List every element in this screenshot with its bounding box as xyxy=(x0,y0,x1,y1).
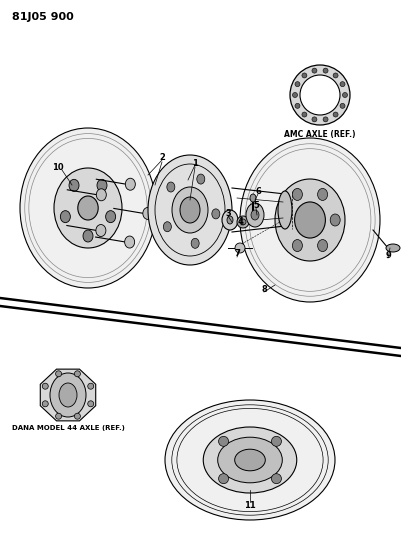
Circle shape xyxy=(42,383,48,389)
Ellipse shape xyxy=(219,474,229,483)
Ellipse shape xyxy=(126,178,135,190)
Circle shape xyxy=(340,103,345,108)
Circle shape xyxy=(290,65,350,125)
Ellipse shape xyxy=(96,189,106,201)
Ellipse shape xyxy=(20,128,156,288)
Circle shape xyxy=(56,371,62,377)
Text: 4: 4 xyxy=(238,217,244,227)
Ellipse shape xyxy=(218,437,282,483)
Ellipse shape xyxy=(292,239,302,252)
Ellipse shape xyxy=(96,224,106,237)
Circle shape xyxy=(240,219,246,225)
Ellipse shape xyxy=(386,244,400,252)
Text: 2: 2 xyxy=(159,154,165,163)
Text: 5: 5 xyxy=(253,200,259,209)
Circle shape xyxy=(333,73,338,78)
Ellipse shape xyxy=(143,207,153,220)
Ellipse shape xyxy=(203,427,297,493)
Ellipse shape xyxy=(227,216,233,224)
Ellipse shape xyxy=(278,191,292,229)
Circle shape xyxy=(333,112,338,117)
Ellipse shape xyxy=(250,194,256,202)
Circle shape xyxy=(340,82,345,87)
Ellipse shape xyxy=(295,202,325,238)
Text: 1: 1 xyxy=(192,158,198,167)
Ellipse shape xyxy=(292,189,302,200)
Circle shape xyxy=(292,93,298,98)
Ellipse shape xyxy=(330,214,340,226)
Ellipse shape xyxy=(78,196,98,220)
Circle shape xyxy=(323,68,328,73)
Ellipse shape xyxy=(54,168,122,248)
Ellipse shape xyxy=(69,179,79,191)
Circle shape xyxy=(56,413,62,419)
Circle shape xyxy=(42,401,48,407)
Text: AMC AXLE (REF.): AMC AXLE (REF.) xyxy=(284,130,356,139)
Circle shape xyxy=(312,68,317,73)
Circle shape xyxy=(342,93,348,98)
Ellipse shape xyxy=(163,222,171,232)
Polygon shape xyxy=(40,369,96,421)
Circle shape xyxy=(75,371,81,377)
Ellipse shape xyxy=(105,211,115,223)
Text: 81J05 900: 81J05 900 xyxy=(12,12,74,22)
Ellipse shape xyxy=(271,437,282,446)
Ellipse shape xyxy=(280,214,290,226)
Circle shape xyxy=(302,73,307,78)
Ellipse shape xyxy=(61,211,70,223)
Ellipse shape xyxy=(212,209,220,219)
Ellipse shape xyxy=(167,182,175,192)
Circle shape xyxy=(235,243,245,253)
Ellipse shape xyxy=(222,210,238,230)
Ellipse shape xyxy=(318,189,328,200)
Circle shape xyxy=(323,117,328,122)
Ellipse shape xyxy=(240,138,380,302)
Ellipse shape xyxy=(235,449,265,471)
Ellipse shape xyxy=(97,179,107,191)
Ellipse shape xyxy=(172,187,208,233)
Circle shape xyxy=(295,103,300,108)
Text: 7: 7 xyxy=(234,248,240,257)
Circle shape xyxy=(88,401,94,407)
Ellipse shape xyxy=(165,400,335,520)
Ellipse shape xyxy=(125,236,135,248)
Text: 10: 10 xyxy=(52,164,64,173)
Text: 6: 6 xyxy=(255,188,261,197)
Ellipse shape xyxy=(50,373,86,417)
Text: 3: 3 xyxy=(225,208,231,217)
Circle shape xyxy=(302,112,307,117)
Circle shape xyxy=(295,82,300,87)
Circle shape xyxy=(300,75,340,115)
Circle shape xyxy=(88,383,94,389)
Ellipse shape xyxy=(251,210,259,220)
Ellipse shape xyxy=(246,203,264,227)
Ellipse shape xyxy=(148,155,232,265)
Ellipse shape xyxy=(83,230,93,242)
Text: DANA MODEL 44 AXLE (REF.): DANA MODEL 44 AXLE (REF.) xyxy=(12,425,124,431)
Ellipse shape xyxy=(191,238,199,248)
Circle shape xyxy=(312,117,317,122)
Ellipse shape xyxy=(275,179,345,261)
Ellipse shape xyxy=(197,174,205,184)
Ellipse shape xyxy=(271,474,282,483)
Ellipse shape xyxy=(180,197,200,223)
Ellipse shape xyxy=(318,239,328,252)
Circle shape xyxy=(237,216,249,228)
Text: 9: 9 xyxy=(385,251,391,260)
Ellipse shape xyxy=(219,437,229,446)
Text: 11: 11 xyxy=(244,500,256,510)
Text: 8: 8 xyxy=(261,286,267,295)
Ellipse shape xyxy=(59,383,77,407)
Circle shape xyxy=(75,413,81,419)
